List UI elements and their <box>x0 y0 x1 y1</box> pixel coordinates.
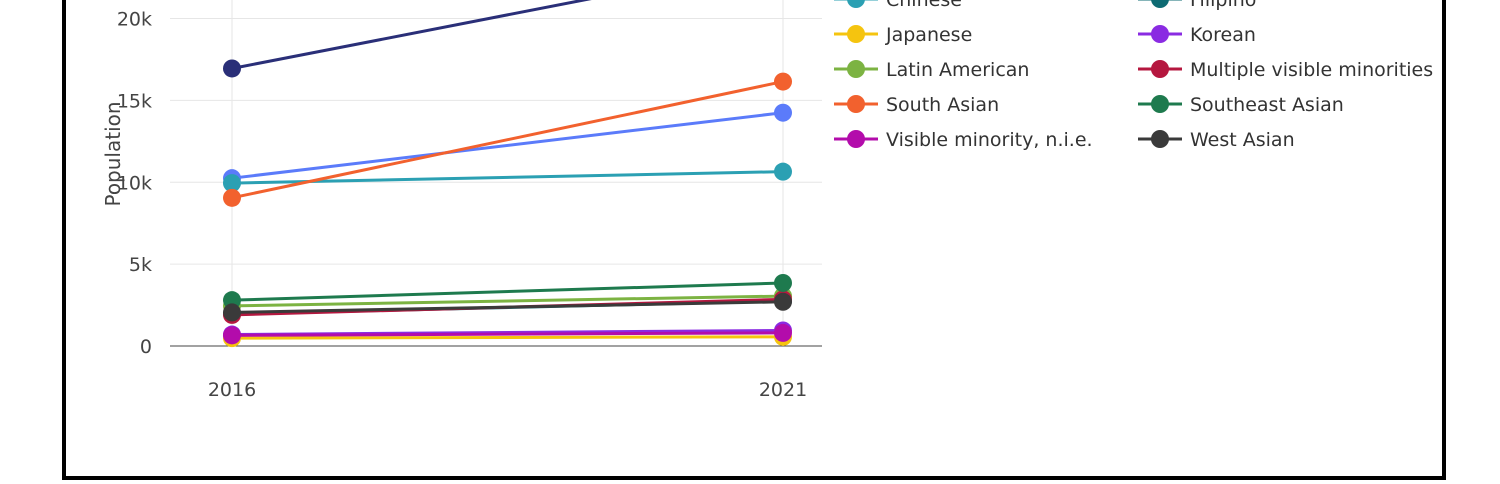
y-axis-title: Population <box>101 101 125 206</box>
series-line[interactable] <box>231 111 784 180</box>
series-layer <box>223 0 792 348</box>
legend-item[interactable]: Chinese <box>834 0 962 11</box>
data-point[interactable] <box>223 59 241 78</box>
legend-label: West Asian <box>1190 129 1295 151</box>
series-line[interactable] <box>231 300 784 314</box>
legend-item[interactable]: Filipino <box>1138 0 1256 11</box>
data-point[interactable] <box>223 326 241 345</box>
series-line[interactable] <box>231 281 784 302</box>
data-point[interactable] <box>774 323 792 342</box>
legend-label: Multiple visible minorities <box>1190 59 1433 81</box>
legend-label: Southeast Asian <box>1190 94 1344 116</box>
series-line[interactable] <box>231 331 784 337</box>
data-point[interactable] <box>774 292 792 311</box>
chart-frame: Population 0 5k 10k 15k 20k 2016 2021 Chinese F… <box>62 0 1446 480</box>
legend-item[interactable]: West Asian <box>1138 129 1295 151</box>
legend-swatch-marker <box>847 0 865 8</box>
data-point[interactable] <box>223 174 241 193</box>
y-tick-label: 0 <box>140 336 152 358</box>
x-tick-label: 2016 <box>208 379 256 401</box>
legend-swatch-marker <box>847 130 865 148</box>
legend-swatch-marker <box>1151 25 1169 43</box>
legend-item[interactable]: Southeast Asian <box>1138 94 1344 116</box>
y-tick-label: 20k <box>117 9 152 31</box>
data-point[interactable] <box>774 273 792 292</box>
y-tick-label: 5k <box>129 254 152 276</box>
data-point[interactable] <box>223 303 241 322</box>
series-line[interactable] <box>231 294 784 308</box>
legend-label: South Asian <box>886 94 999 116</box>
legend-swatch-marker <box>847 95 865 113</box>
legend[interactable]: Chinese Filipino Japanese Korean Latin Ameri… <box>834 0 1433 151</box>
legend-swatch-marker <box>847 25 865 43</box>
legend-swatch-marker <box>1151 130 1169 148</box>
data-point[interactable] <box>223 188 241 207</box>
series-line[interactable] <box>231 170 784 185</box>
legend-swatch-marker <box>1151 95 1169 113</box>
series-line[interactable] <box>231 0 783 70</box>
data-point[interactable] <box>774 103 792 122</box>
legend-item[interactable]: Multiple visible minorities <box>1138 59 1433 81</box>
series-line[interactable] <box>231 335 784 340</box>
legend-swatch-marker <box>847 60 865 78</box>
legend-label: Korean <box>1190 24 1256 46</box>
legend-item[interactable]: Visible minority, n.i.e. <box>834 129 1093 151</box>
axes: Population 0 5k 10k 15k 20k 2016 2021 <box>101 9 807 401</box>
legend-item[interactable]: Latin American <box>834 59 1029 81</box>
legend-label: Visible minority, n.i.e. <box>886 129 1093 151</box>
data-point[interactable] <box>774 72 792 91</box>
legend-label: Japanese <box>885 24 972 46</box>
legend-label: Filipino <box>1190 0 1256 11</box>
y-tick-label: 10k <box>117 172 152 194</box>
y-tick-label: 15k <box>117 90 152 112</box>
legend-label: Latin American <box>886 59 1029 81</box>
legend-item[interactable]: South Asian <box>834 94 999 116</box>
data-point[interactable] <box>774 162 792 181</box>
x-tick-label: 2021 <box>759 379 807 401</box>
series-line[interactable] <box>231 80 784 200</box>
legend-label: Chinese <box>886 0 962 11</box>
legend-item[interactable]: Japanese <box>834 24 972 46</box>
line-chart: Population 0 5k 10k 15k 20k 2016 2021 Chinese F… <box>101 0 1433 401</box>
legend-item[interactable]: Korean <box>1138 24 1256 46</box>
legend-swatch-marker <box>1151 0 1169 8</box>
legend-swatch-marker <box>1151 60 1169 78</box>
